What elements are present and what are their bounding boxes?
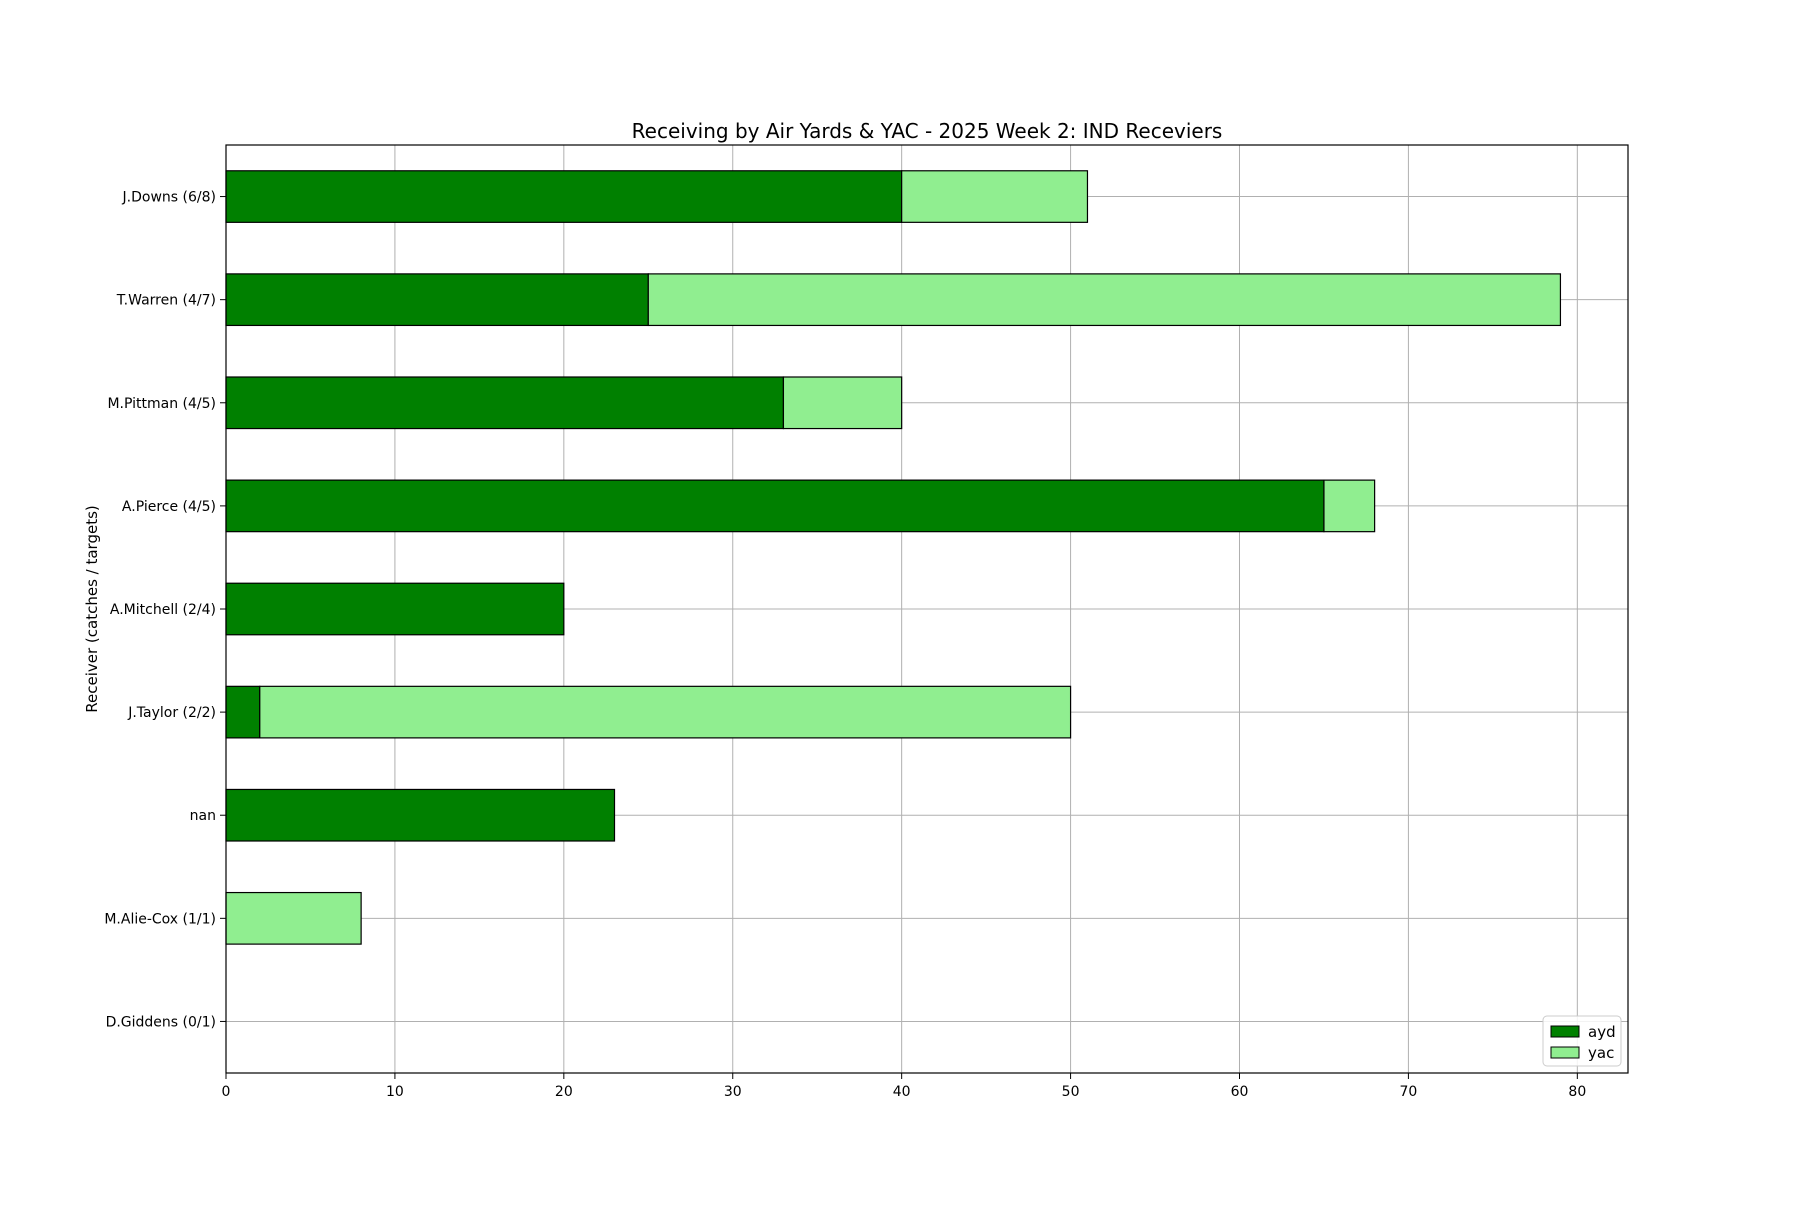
bar-yac: [1323, 479, 1376, 533]
y-tick-label: A.Pierce (4/5): [122, 499, 216, 515]
bar-yac: [225, 891, 362, 945]
bar-ayd: [225, 685, 261, 739]
bar-yac: [259, 685, 1072, 739]
y-tick-label: J.Taylor (2/2): [127, 705, 216, 721]
y-tick-label: nan: [190, 808, 216, 824]
bar-yac: [647, 273, 1562, 327]
y-tick-label: J.Downs (6/8): [122, 190, 216, 206]
bars: [225, 170, 1562, 945]
bar-yac: [901, 170, 1089, 223]
bar-yac: [782, 376, 903, 430]
chart-title: Receiving by Air Yards & YAC - 2025 Week…: [632, 119, 1223, 143]
bar-ayd: [225, 788, 616, 842]
legend: ayd yac: [1542, 1015, 1622, 1067]
bar-ayd: [225, 479, 1325, 533]
x-tick-label: 30: [724, 1084, 742, 1100]
y-axis: J.Downs (6/8) T.Warren (4/7) M.Pittman (4/…: [104, 190, 226, 1030]
x-tick-label: 50: [1062, 1084, 1080, 1100]
bar-ayd: [225, 273, 649, 327]
y-tick-label: D.Giddens (0/1): [106, 1014, 216, 1030]
x-tick-label: 20: [555, 1084, 573, 1100]
x-tick-label: 60: [1231, 1084, 1249, 1100]
y-tick-label: A.Mitchell (2/4): [110, 602, 216, 618]
legend-swatch-ayd: [1550, 1025, 1580, 1038]
x-tick-label: 70: [1399, 1084, 1417, 1100]
legend-label-ayd: ayd: [1588, 1023, 1616, 1041]
bar-ayd: [225, 376, 785, 430]
plot-frame: [225, 144, 1629, 1074]
y-tick-label: M.Pittman (4/5): [107, 396, 216, 412]
x-axis: 0 10 20 30 40 50 60 70 80: [222, 1073, 1586, 1100]
bar-ayd: [225, 582, 565, 636]
x-tick-label: 40: [893, 1084, 911, 1100]
bar-ayd: [225, 170, 903, 223]
y-axis-label: Receiver (catches / targets): [83, 505, 101, 713]
x-tick-label: 10: [386, 1084, 404, 1100]
x-tick-label: 0: [222, 1084, 231, 1100]
x-tick-label: 80: [1568, 1084, 1586, 1100]
legend-swatch-yac: [1550, 1046, 1580, 1059]
legend-label-yac: yac: [1588, 1044, 1614, 1062]
y-tick-label: M.Alie-Cox (1/1): [104, 911, 216, 927]
y-tick-label: T.Warren (4/7): [116, 293, 216, 309]
